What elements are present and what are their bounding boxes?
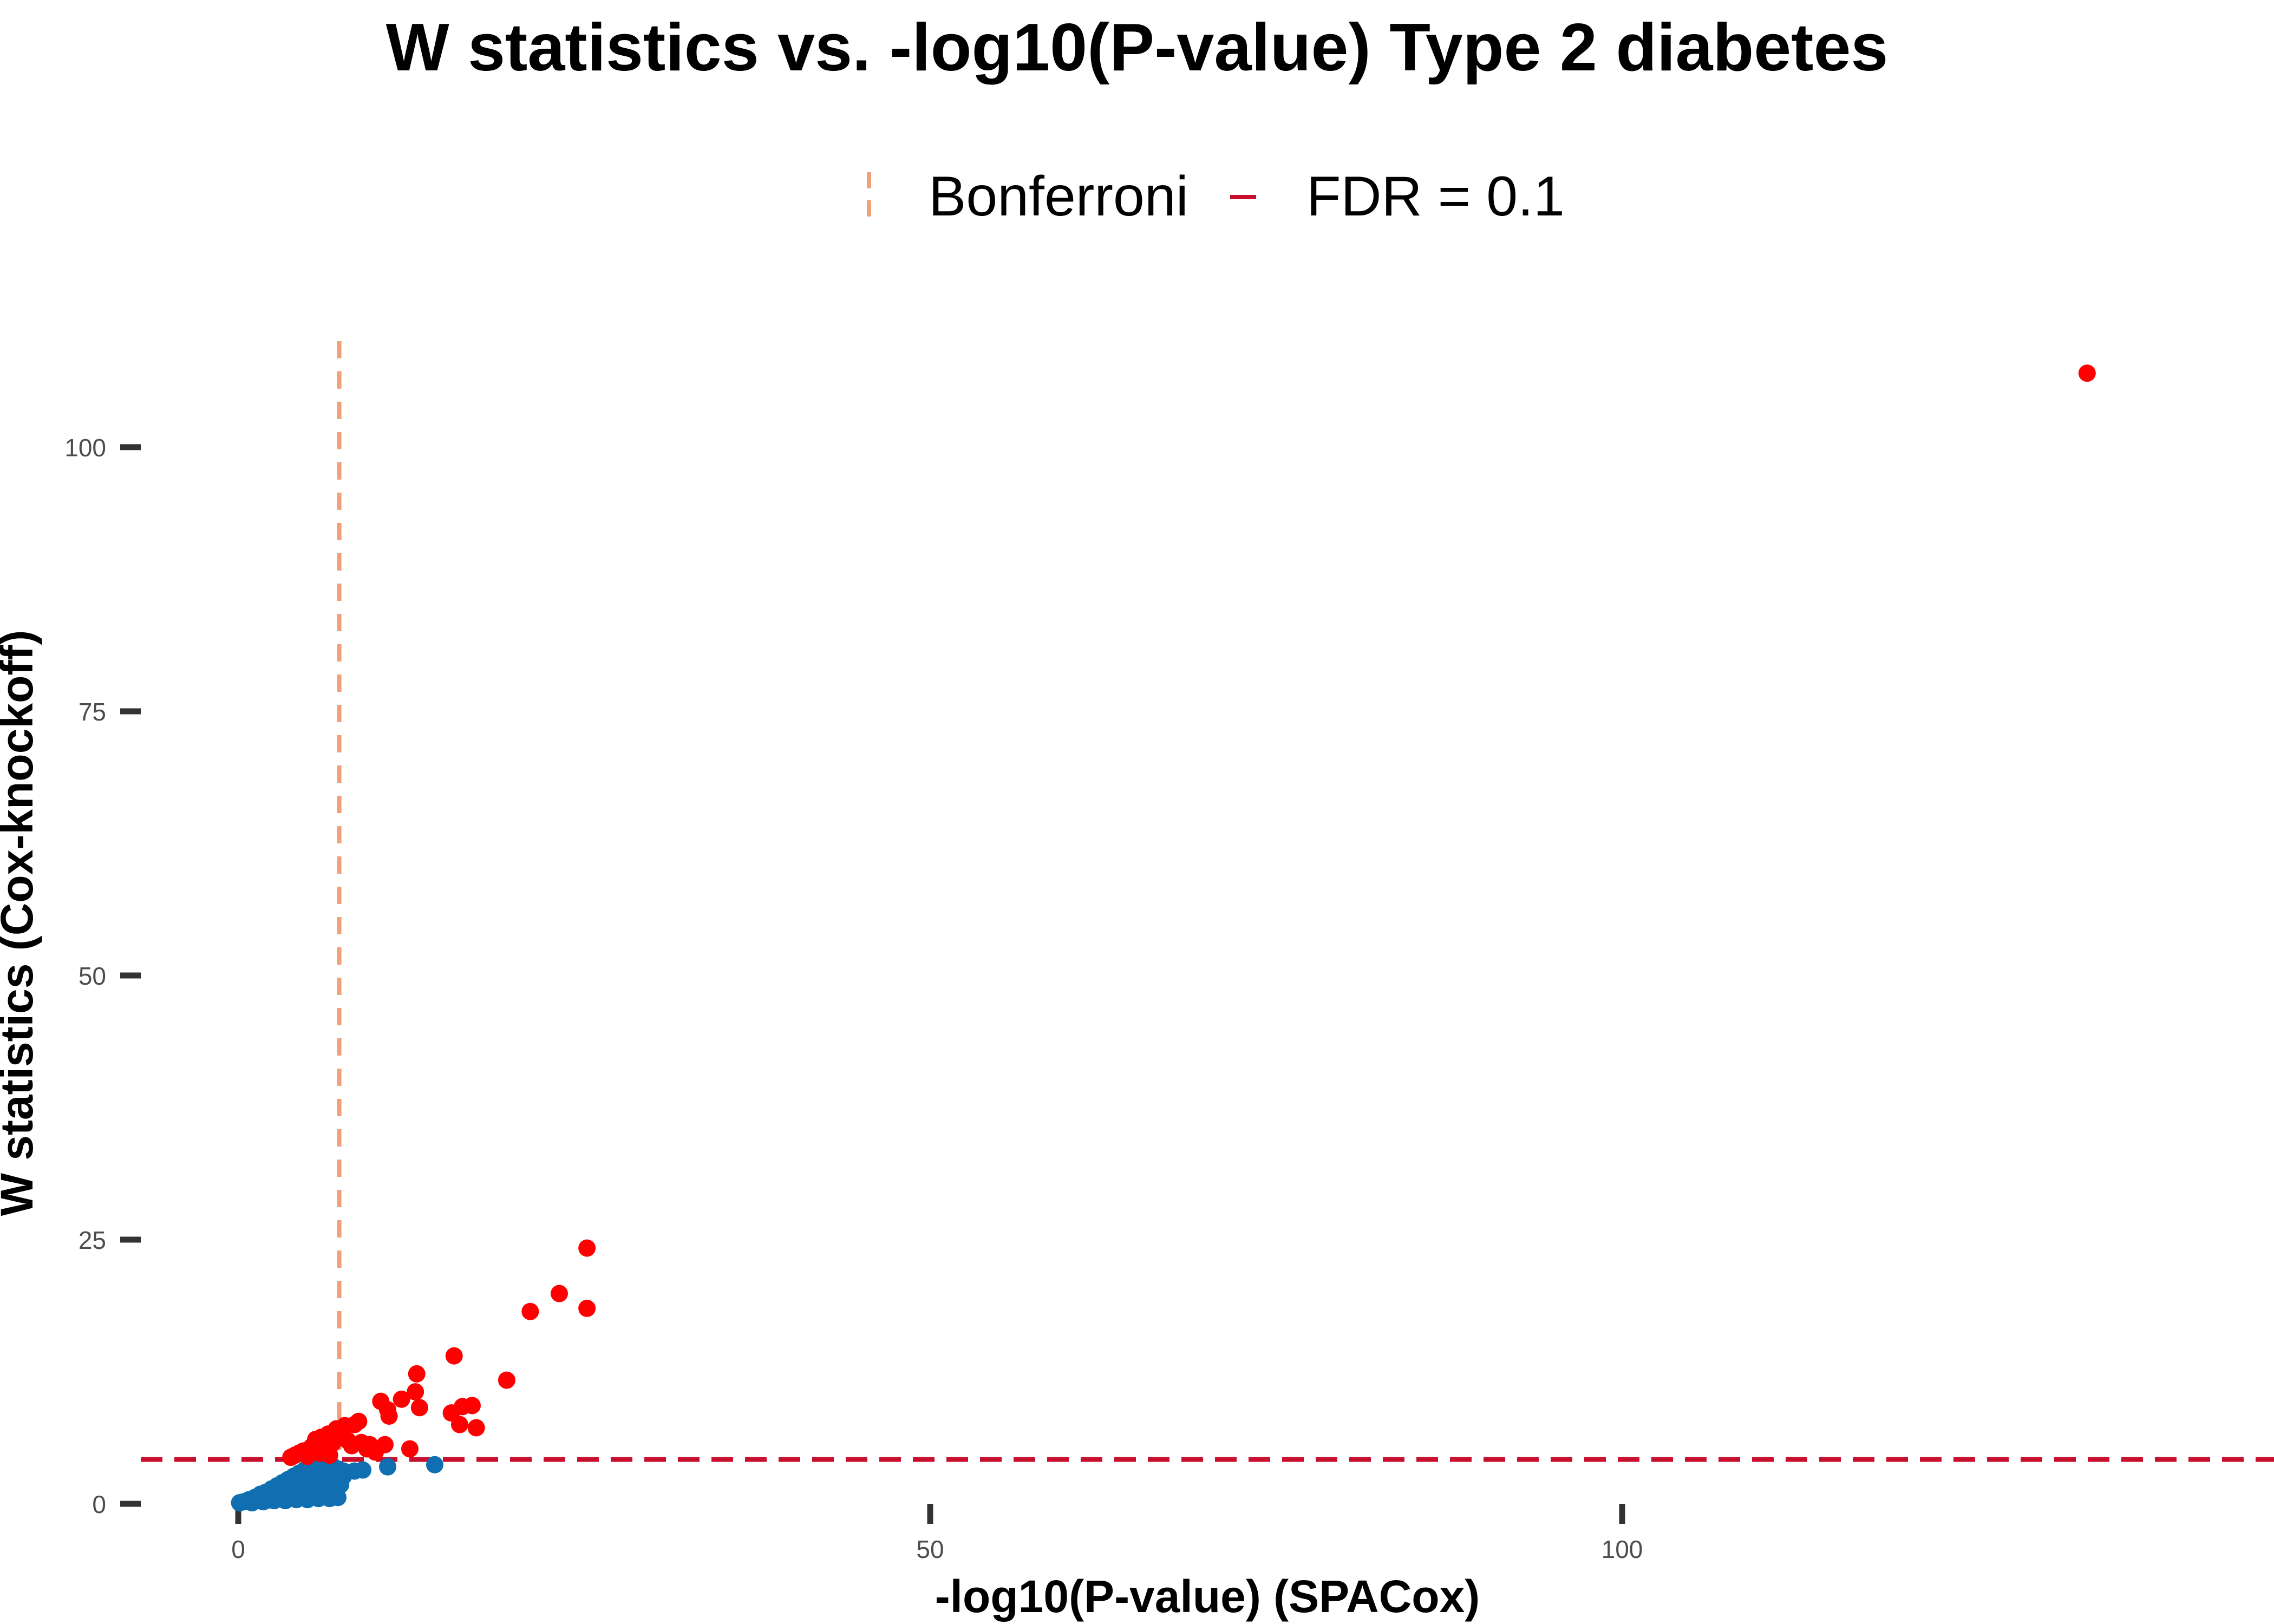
significant-point: [463, 1397, 481, 1415]
significant-point: [407, 1383, 424, 1401]
y-tick-label: 0: [92, 1490, 106, 1518]
significant-point: [380, 1407, 398, 1425]
significant-point: [361, 1436, 378, 1453]
y-axis: 0 25 50 75 100: [64, 434, 141, 1518]
legend-label-fdr: FDR = 0.1: [1306, 165, 1565, 228]
nonsignificant-point: [287, 1475, 305, 1492]
significant-point: [445, 1347, 463, 1365]
y-tick-label: 100: [64, 434, 106, 462]
significant-point: [321, 1446, 338, 1464]
nonsignificant-point: [379, 1458, 397, 1476]
nonsignificant-point: [354, 1461, 372, 1479]
significant-point: [330, 1429, 348, 1446]
significant-point: [578, 1299, 596, 1317]
significant-point: [2078, 364, 2096, 382]
significant-point: [521, 1302, 539, 1320]
significant-point: [467, 1419, 485, 1437]
chart-title: W statistics vs. -log10(P-value) Type 2 …: [386, 10, 1889, 85]
significant-point: [343, 1437, 361, 1455]
x-axis-title: -log10(P-value) (SPACox): [935, 1571, 1480, 1622]
x-tick-label: 0: [231, 1535, 245, 1563]
x-tick-label: 100: [1602, 1535, 1643, 1563]
significant-point: [578, 1239, 596, 1257]
nonsignificant-point: [426, 1456, 443, 1474]
significant-point: [410, 1399, 428, 1417]
legend-label-bonferroni: Bonferroni: [929, 165, 1188, 228]
y-tick-label: 50: [79, 962, 106, 990]
significant-point: [401, 1440, 419, 1458]
data-points: [231, 364, 2096, 1512]
significant-point: [450, 1416, 468, 1433]
y-axis-title: W statistics (Cox-knockoff): [0, 630, 42, 1216]
significant-point: [550, 1285, 568, 1302]
x-tick-label: 50: [916, 1535, 944, 1563]
reference-lines: [141, 341, 2274, 1502]
nonsignificant-point: [257, 1492, 275, 1510]
y-tick-label: 25: [79, 1226, 106, 1254]
significant-point: [498, 1371, 515, 1389]
significant-point: [393, 1390, 410, 1408]
significant-point: [282, 1449, 300, 1466]
y-tick-label: 75: [79, 698, 106, 726]
legend: Bonferroni FDR = 0.1: [867, 165, 1565, 228]
significant-point: [408, 1365, 426, 1383]
